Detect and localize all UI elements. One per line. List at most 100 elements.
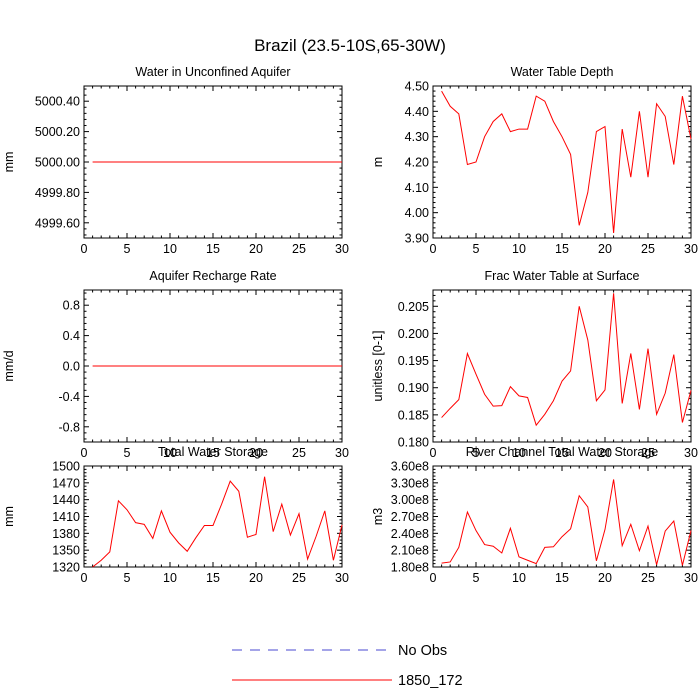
series-line	[92, 476, 343, 568]
y-tick-label: -0.8	[58, 420, 80, 434]
y-tick-label: 0.185	[398, 408, 429, 422]
y-tick-label: 0.200	[398, 327, 429, 341]
x-tick-label: 15	[206, 571, 220, 585]
y-tick-label: 0.190	[398, 381, 429, 395]
y-tick-label: 5000.20	[35, 125, 80, 139]
x-tick-label: 5	[124, 571, 131, 585]
x-tick-label: 15	[555, 242, 569, 256]
x-tick-label: 10	[163, 446, 177, 460]
y-tick-label: 4.00	[405, 206, 429, 220]
x-tick-label: 25	[292, 571, 306, 585]
panel-title: Frac Water Table at Surface	[485, 269, 640, 283]
y-tick-label: 3.90	[405, 232, 429, 246]
x-tick-label: 0	[81, 242, 88, 256]
panel-title: Aquifer Recharge Rate	[149, 269, 276, 283]
panel-title: Water in Unconfined Aquifer	[135, 65, 290, 79]
x-tick-label: 0	[430, 446, 437, 460]
x-tick-label: 5	[473, 571, 480, 585]
y-tick-label: 1500	[52, 460, 80, 474]
y-tick-label: 1380	[52, 527, 80, 541]
plot-frame	[432, 85, 692, 239]
panel-2: Water Table Depth 0 5 10 15 20 25 30 3.90 4.00 4.1…	[371, 65, 698, 256]
x-tick-label: 0	[81, 446, 88, 460]
x-tick-label: 20	[598, 446, 612, 460]
x-tick-label: 10	[512, 446, 526, 460]
y-tick-label: 1320	[52, 561, 80, 575]
x-tick-label: 20	[249, 571, 263, 585]
x-tick-label: 25	[292, 446, 306, 460]
x-tick-label: 0	[430, 571, 437, 585]
x-tick-label: 5	[124, 446, 131, 460]
y-tick-label: 0.180	[398, 436, 429, 450]
y-tick-label: 1470	[52, 476, 80, 490]
x-tick-label: 20	[249, 242, 263, 256]
x-tick-label: 5	[473, 446, 480, 460]
y-tick-label: 1440	[52, 493, 80, 507]
plot-frame	[432, 289, 692, 443]
panels: Water in Unconfined Aquifer 0 5 10 15 20 25 30 4…	[2, 65, 698, 585]
y-tick-label: 5000.40	[35, 95, 80, 109]
x-tick-label: 0	[81, 571, 88, 585]
y-tick-label: 5000.00	[35, 156, 80, 170]
y-tick-label: 0.205	[398, 300, 429, 314]
panel-title: River Channel Total Water Storage	[466, 445, 659, 459]
y-tick-label: 4.30	[405, 130, 429, 144]
y-axis-label: m3	[371, 508, 385, 525]
y-tick-label: 4.20	[405, 156, 429, 170]
x-tick-label: 25	[641, 446, 655, 460]
panel-title: Total Water Storage	[158, 445, 268, 459]
x-tick-label: 25	[641, 242, 655, 256]
x-tick-label: 20	[598, 571, 612, 585]
panel-4: Frac Water Table at Surface 0 5 10 15 20 25 30 0…	[371, 269, 698, 460]
x-tick-label: 10	[512, 571, 526, 585]
series-line	[441, 90, 692, 233]
x-tick-label: 25	[641, 571, 655, 585]
x-tick-label: 15	[206, 446, 220, 460]
y-tick-label: -0.4	[58, 390, 80, 404]
x-tick-label: 20	[249, 446, 263, 460]
y-tick-label: 0.195	[398, 354, 429, 368]
x-tick-label: 5	[124, 242, 131, 256]
panel-6: River Channel Total Water Storage 0 5 10 15 2…	[371, 445, 698, 585]
y-tick-label: 3.30e8	[391, 476, 429, 490]
panel-1: Water in Unconfined Aquifer 0 5 10 15 20 25 30 4…	[2, 65, 349, 256]
y-tick-label: 2.40e8	[391, 527, 429, 541]
x-tick-label: 30	[335, 446, 349, 460]
y-axis-label: mm	[2, 152, 16, 173]
x-tick-label: 5	[473, 242, 480, 256]
figure-title: Brazil (23.5-10S,65-30W)	[254, 36, 446, 55]
plot-frame	[432, 465, 692, 568]
y-tick-label: 4.50	[405, 80, 429, 94]
y-tick-label: 4999.60	[35, 216, 80, 230]
x-tick-label: 10	[163, 242, 177, 256]
y-tick-label: 4.40	[405, 105, 429, 119]
y-tick-label: 3.00e8	[391, 493, 429, 507]
x-tick-label: 10	[512, 242, 526, 256]
legend-label-no-obs: No Obs	[398, 643, 447, 659]
y-tick-label: 2.10e8	[391, 544, 429, 558]
x-tick-label: 30	[335, 242, 349, 256]
panel-5: Total Water Storage 0 5 10 15 20 25 30 1320 1350 1…	[2, 445, 349, 585]
x-tick-label: 30	[335, 571, 349, 585]
panel-title: Water Table Depth	[511, 65, 614, 79]
y-axis-label: mm/d	[2, 350, 16, 381]
y-axis-label: m	[371, 157, 385, 167]
legend: No Obs 1850_172	[232, 643, 463, 689]
plot-frame	[83, 465, 343, 568]
y-tick-label: 3.60e8	[391, 460, 429, 474]
legend-label-1850-172: 1850_172	[398, 673, 463, 689]
x-tick-label: 0	[430, 242, 437, 256]
y-tick-label: 0.0	[63, 360, 80, 374]
y-tick-label: 4999.80	[35, 186, 80, 200]
x-tick-label: 15	[206, 242, 220, 256]
y-tick-label: 4.10	[405, 181, 429, 195]
x-tick-label: 30	[684, 571, 698, 585]
x-tick-label: 25	[292, 242, 306, 256]
series-line	[441, 479, 692, 566]
x-tick-label: 20	[598, 242, 612, 256]
y-tick-label: 0.8	[63, 299, 80, 313]
panel-3: Aquifer Recharge Rate 0 5 10 15 20 25 30 -0.8 -0.…	[2, 269, 349, 460]
y-tick-label: 0.4	[63, 329, 80, 343]
x-tick-label: 10	[163, 571, 177, 585]
